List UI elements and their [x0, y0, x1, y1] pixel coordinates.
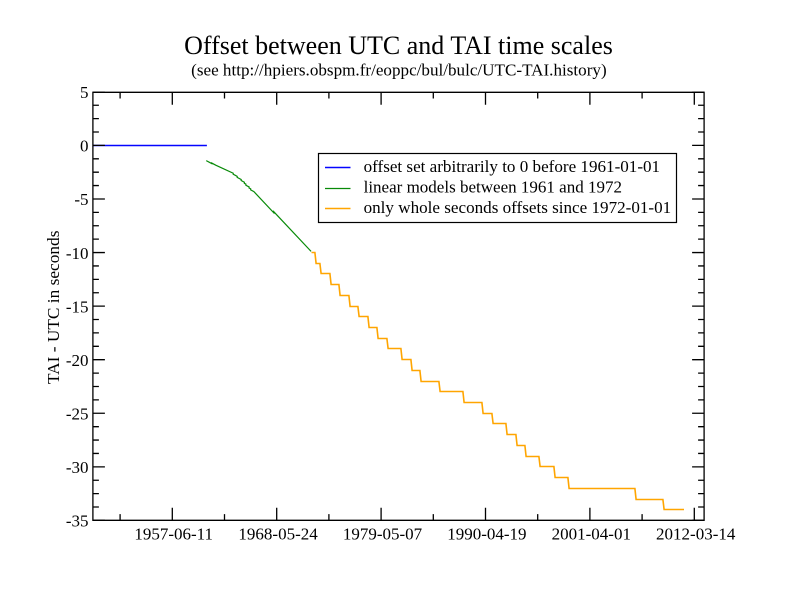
svg-text:1979-05-07: 1979-05-07 [343, 524, 423, 543]
svg-text:5: 5 [80, 83, 89, 102]
svg-text:-25: -25 [66, 405, 89, 424]
svg-text:-35: -35 [66, 512, 89, 531]
svg-text:(see http://hpiers.obspm.fr/eo: (see http://hpiers.obspm.fr/eoppc/bul/bu… [191, 61, 607, 80]
svg-text:1990-04-19: 1990-04-19 [447, 524, 526, 543]
svg-text:only whole seconds offsets sin: only whole seconds offsets since 1972-01… [364, 198, 672, 217]
svg-text:offset set arbitrarily to 0 be: offset set arbitrarily to 0 before 1961-… [364, 157, 660, 176]
svg-text:Offset between UTC and TAI tim: Offset between UTC and TAI time scales [184, 31, 613, 60]
svg-text:-15: -15 [66, 297, 89, 316]
svg-text:2001-04-01: 2001-04-01 [552, 524, 631, 543]
svg-text:1957-06-11: 1957-06-11 [134, 524, 213, 543]
svg-text:2012-03-14: 2012-03-14 [656, 524, 736, 543]
svg-text:TAI - UTC in seconds: TAI - UTC in seconds [44, 231, 63, 385]
svg-text:1968-05-24: 1968-05-24 [238, 524, 318, 543]
svg-text:linear models between 1961 and: linear models between 1961 and 1972 [364, 178, 622, 197]
svg-text:0: 0 [80, 137, 89, 156]
svg-text:-10: -10 [66, 244, 89, 263]
svg-text:-5: -5 [74, 190, 88, 209]
svg-text:-20: -20 [66, 351, 89, 370]
svg-text:-30: -30 [66, 458, 89, 477]
